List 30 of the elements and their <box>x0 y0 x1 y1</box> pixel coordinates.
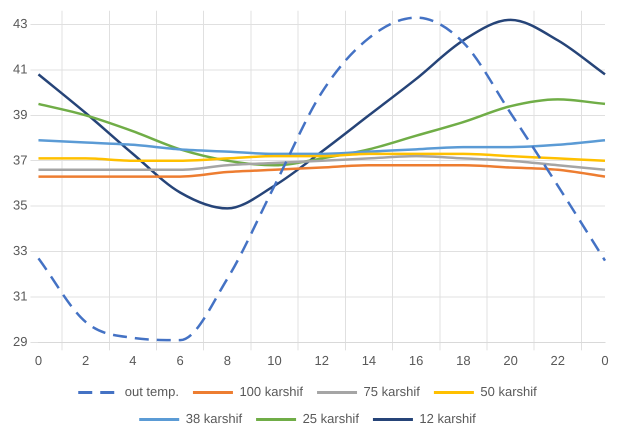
x-tick-label: 0 <box>34 352 42 368</box>
x-tick-label: 8 <box>224 352 231 368</box>
legend-label: out temp. <box>124 384 179 400</box>
x-tick-label: 4 <box>129 352 136 368</box>
x-tick-label: 6 <box>176 352 184 368</box>
y-tick-label: 29 <box>12 334 28 349</box>
y-tick-label: 37 <box>12 152 28 168</box>
x-tick-label: 16 <box>408 352 424 368</box>
y-tick-label: 43 <box>12 16 28 32</box>
x-tick-label: 22 <box>550 352 566 368</box>
y-tick-label: 31 <box>12 288 28 304</box>
y-tick-label: 35 <box>12 198 28 213</box>
y-tick-label: 41 <box>12 61 28 76</box>
x-tick-label: 20 <box>503 352 518 368</box>
legend-label: 75 karshif <box>364 384 420 400</box>
x-tick-label: 18 <box>456 352 471 368</box>
legend-label: 38 karshif <box>186 411 242 426</box>
legend-label: 100 karshif <box>239 384 304 400</box>
x-tick-label: 12 <box>314 352 329 368</box>
line-series <box>37 139 606 156</box>
line-series <box>37 164 606 178</box>
x-tick-label: 0 <box>601 352 609 368</box>
x-tick-label: 2 <box>82 352 90 368</box>
x-tick-label: 14 <box>362 352 376 368</box>
legend-label: 12 karshif <box>419 411 476 426</box>
legend-label: 25 karshif <box>302 411 360 426</box>
x-tick-label: 10 <box>267 352 282 368</box>
y-tick-label: 39 <box>12 106 28 122</box>
legend-label: 50 karshif <box>480 384 538 400</box>
y-tick-label: 33 <box>12 243 28 258</box>
